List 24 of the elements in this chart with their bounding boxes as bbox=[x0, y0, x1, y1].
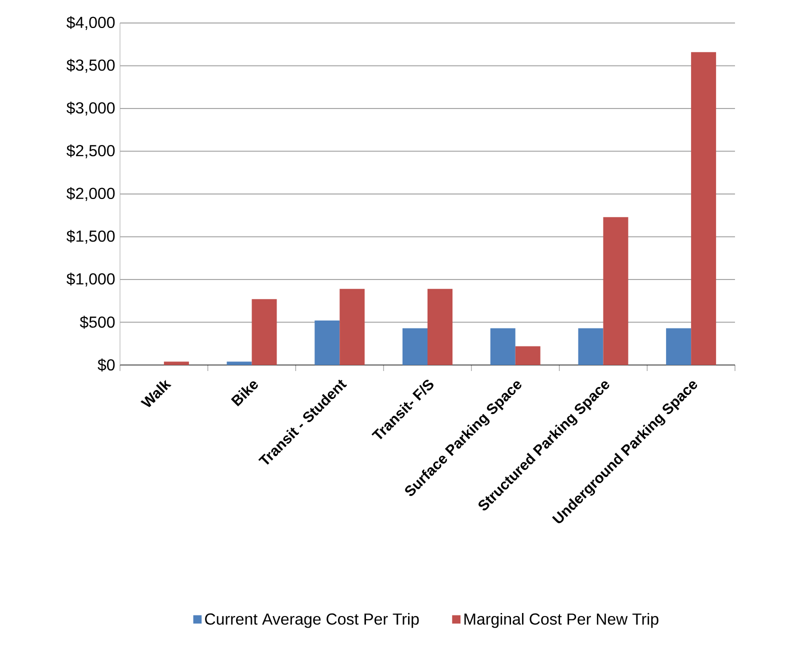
y-tick-label: $3,000 bbox=[66, 102, 115, 116]
y-tick-label: $1,500 bbox=[66, 230, 115, 244]
y-tick-label: $2,500 bbox=[66, 144, 115, 158]
y-tick-label: $0 bbox=[98, 358, 115, 372]
legend-label: Current Average Cost Per Trip bbox=[205, 612, 419, 628]
y-tick-label: $2,000 bbox=[66, 187, 115, 201]
bar bbox=[164, 362, 189, 365]
bar bbox=[428, 288, 453, 365]
bar bbox=[578, 328, 604, 365]
y-tick-label: $3,500 bbox=[66, 58, 115, 73]
bar bbox=[402, 328, 428, 365]
bar bbox=[603, 217, 628, 365]
bar bbox=[340, 288, 365, 365]
y-tick-label: $1,000 bbox=[66, 272, 115, 286]
bar bbox=[252, 299, 277, 365]
bar bbox=[490, 328, 516, 365]
bar bbox=[226, 362, 252, 365]
y-tick-label: $4,000 bbox=[66, 16, 115, 30]
bar bbox=[691, 52, 716, 365]
bar bbox=[515, 346, 540, 365]
bar bbox=[666, 328, 692, 365]
bar bbox=[314, 320, 340, 365]
y-tick-label: $500 bbox=[80, 316, 115, 329]
legend-label: Marginal Cost Per New Trip bbox=[464, 612, 658, 628]
